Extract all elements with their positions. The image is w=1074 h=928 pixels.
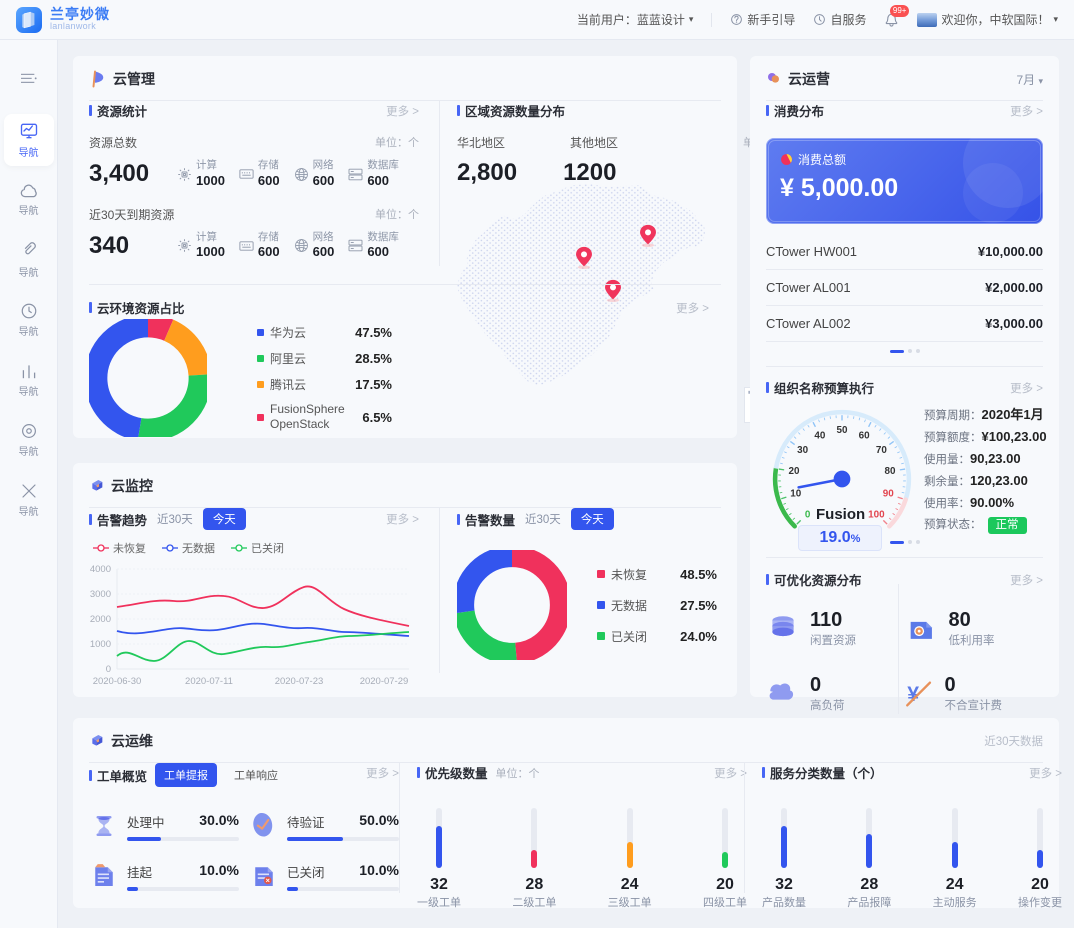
svg-text:20: 20 [788,466,799,477]
svg-text:2020-06-30: 2020-06-30 [93,676,142,687]
svg-text:1000: 1000 [90,639,111,650]
svg-text:2020-07-23: 2020-07-23 [275,676,324,687]
svg-text:80: 80 [885,466,896,477]
svg-text:10: 10 [790,489,801,500]
svg-text:4000: 4000 [90,564,111,575]
svg-text:70: 70 [876,445,887,456]
svg-text:100: 100 [868,510,885,521]
svg-text:2000: 2000 [90,614,111,625]
svg-text:60: 60 [859,430,870,441]
svg-text:40: 40 [814,430,825,441]
svg-text:30: 30 [797,445,808,456]
svg-text:50: 50 [837,425,848,436]
svg-text:0: 0 [106,664,111,675]
svg-text:3000: 3000 [90,589,111,600]
svg-text:2020-07-29: 2020-07-29 [360,676,409,687]
svg-text:0: 0 [805,510,811,521]
svg-text:90: 90 [883,489,894,500]
svg-text:2020-07-11: 2020-07-11 [185,676,233,687]
